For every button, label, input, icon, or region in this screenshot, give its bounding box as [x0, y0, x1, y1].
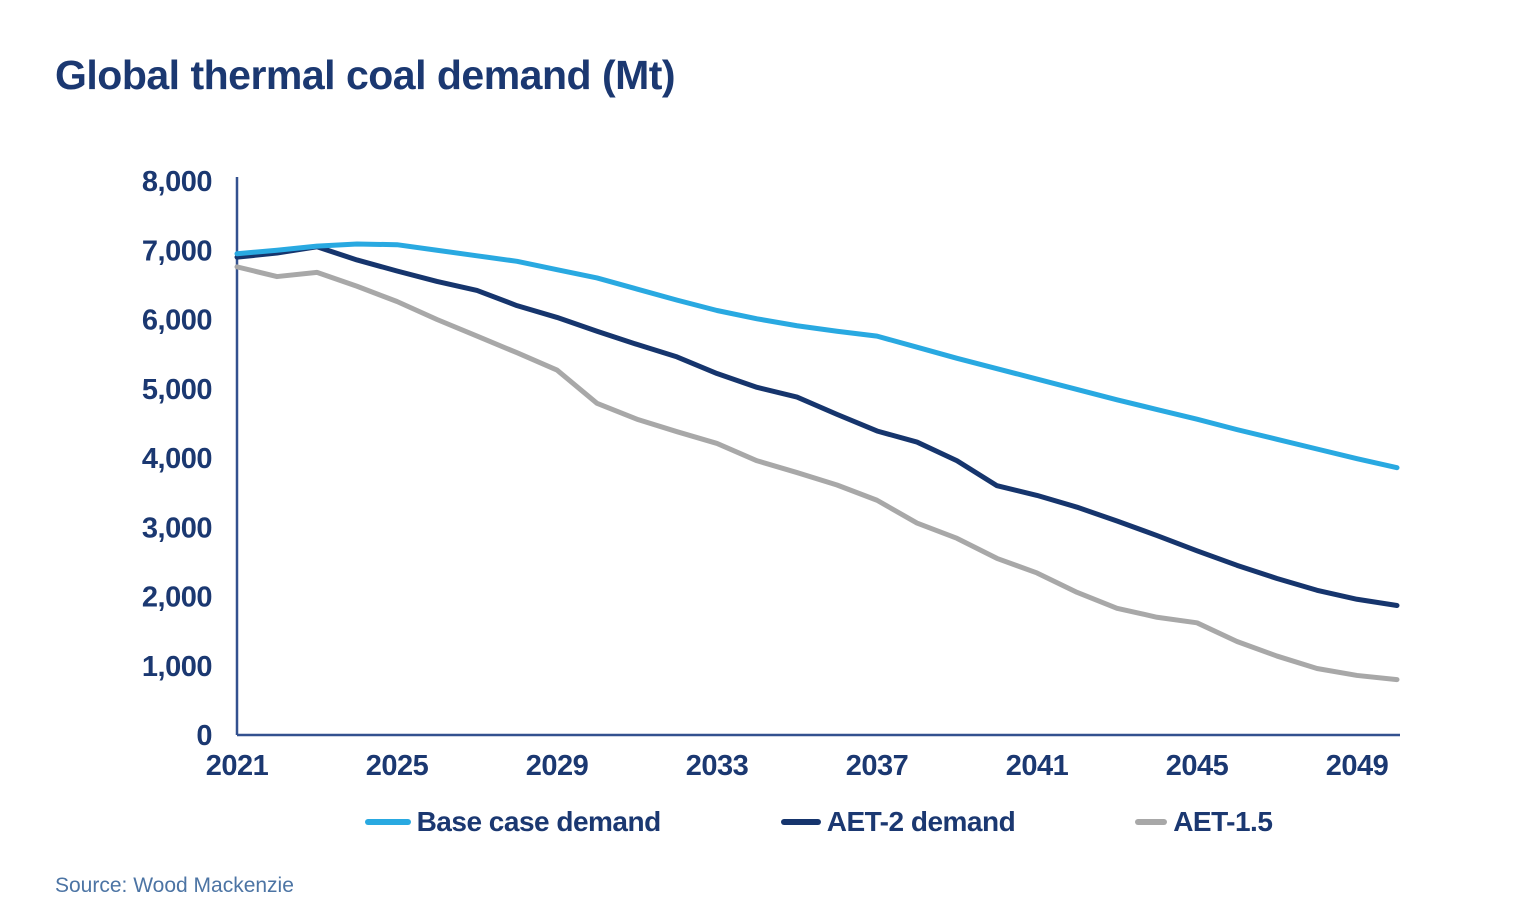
x-axis-tick-label: 2045: [1166, 750, 1229, 782]
legend-label-base-case: Base case demand: [416, 806, 662, 837]
y-axis-tick-label: 6,000: [142, 305, 212, 337]
x-axis-tick-label: 2029: [526, 750, 589, 782]
source-note: Source: Wood Mackenzie: [55, 874, 294, 897]
chart-title: Global thermal coal demand (Mt): [55, 52, 676, 98]
chart-legend: Base case demand AET-2 demand AET-1.5: [237, 806, 1400, 838]
x-axis-tick-label: 2049: [1326, 750, 1389, 782]
aet15-line-swatch-icon: [1135, 819, 1168, 825]
legend-item-aet15: AET-1.5: [1135, 806, 1273, 838]
y-axis-tick-label: 4,000: [142, 443, 212, 475]
y-axis-tick-label: 2,000: [142, 582, 212, 614]
series-line-aet-1-5: [234, 264, 1400, 683]
y-axis-tick-label: 7,000: [142, 235, 212, 267]
series-line-base-case-demand: [234, 241, 1400, 471]
y-axis-tick-label: 5,000: [142, 374, 212, 406]
x-axis-tick-label: 2037: [846, 750, 909, 782]
x-axis-tick-label: 2021: [206, 750, 269, 782]
x-axis-tick-label: 2041: [1006, 750, 1069, 782]
x-axis-tick-label: 2033: [686, 750, 749, 782]
y-axis-tick-label: 3,000: [142, 512, 212, 544]
series-line-aet-2-demand: [234, 244, 1400, 609]
x-axis-tick-label: 2025: [366, 750, 429, 782]
legend-label-aet2: AET-2 demand: [826, 806, 1016, 837]
base-case-line-swatch-icon: [364, 819, 411, 825]
legend-item-aet2: AET-2 demand: [780, 806, 1016, 838]
y-axis-tick-label: 8,000: [142, 166, 212, 198]
y-axis-tick-label: 0: [196, 720, 212, 752]
y-axis-tick-label: 1,000: [142, 651, 212, 683]
aet2-line-swatch-icon: [780, 819, 821, 825]
legend-item-base-case: Base case demand: [364, 806, 662, 838]
legend-label-aet15: AET-1.5: [1173, 806, 1273, 837]
